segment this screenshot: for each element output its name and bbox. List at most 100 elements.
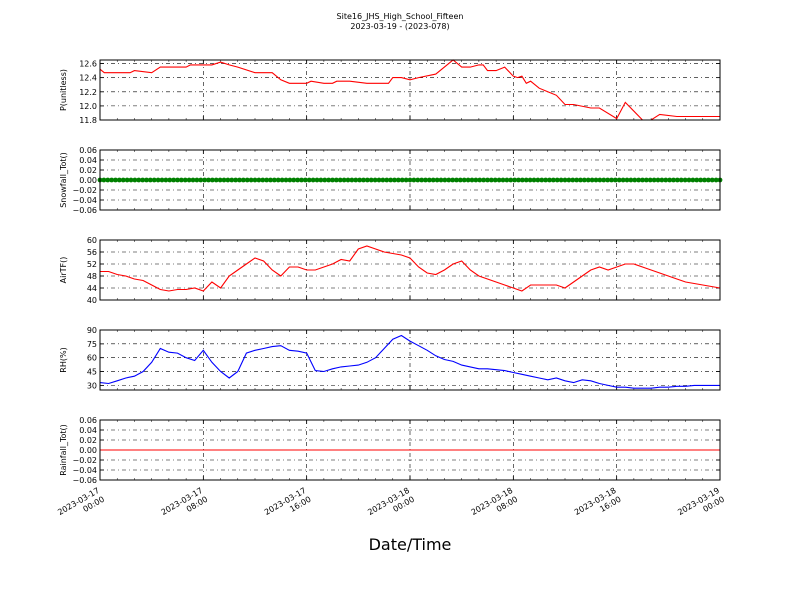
series-marker (116, 177, 122, 183)
y-axis-label: RH(%) (59, 347, 68, 372)
y-tick-label: 40 (87, 296, 97, 305)
series-marker (566, 177, 572, 183)
series-marker (109, 177, 115, 183)
series-marker (457, 177, 463, 183)
subplots: 11.812.012.212.412.6P(unitless)−0.06−0.0… (59, 59, 723, 485)
series-marker (461, 177, 467, 183)
y-tick-label: 52 (87, 260, 97, 269)
series-marker (283, 177, 289, 183)
series-line (100, 245, 721, 292)
series-marker (450, 177, 456, 183)
plot-frame (99, 239, 721, 301)
y-tick-label: 56 (87, 248, 97, 257)
y-tick-label: −0.02 (72, 456, 97, 465)
y-axis-label: P(unitless) (59, 69, 68, 111)
series-marker (523, 177, 529, 183)
x-tick-label: 2023-03-1700:00 (56, 486, 106, 526)
series-marker (446, 177, 452, 183)
series-marker (186, 177, 192, 183)
y-tick-label: −0.04 (72, 466, 97, 475)
series-marker (198, 177, 204, 183)
series-marker (667, 177, 673, 183)
series-marker (628, 177, 634, 183)
series-marker (713, 177, 719, 183)
series-line (99, 59, 720, 121)
series-marker (225, 177, 231, 183)
y-tick-label: 0.04 (79, 156, 97, 165)
series-marker (291, 177, 297, 183)
series-marker (705, 177, 711, 183)
series-marker (101, 177, 107, 183)
series-marker (299, 177, 304, 183)
series-marker (275, 177, 281, 183)
series-marker (113, 177, 118, 183)
series-marker (411, 177, 417, 183)
series-marker (593, 177, 599, 183)
series-marker (322, 177, 328, 183)
series-marker (678, 177, 684, 183)
series-marker (492, 177, 498, 183)
series-marker (206, 177, 211, 183)
series-marker (132, 177, 138, 183)
series-marker (229, 177, 235, 183)
series-marker (690, 177, 696, 183)
series-marker (612, 177, 618, 183)
series-marker (531, 177, 537, 183)
series-marker (632, 177, 638, 183)
series-marker (659, 177, 665, 183)
series-marker (426, 177, 432, 183)
series-marker (434, 177, 440, 183)
series-marker (682, 177, 688, 183)
series-marker (248, 177, 254, 183)
series-marker (504, 177, 510, 183)
x-tick-label: 2023-03-1800:00 (366, 486, 416, 526)
series-marker (256, 177, 262, 183)
series-marker (601, 177, 607, 183)
series-marker (209, 177, 215, 183)
series-marker (686, 177, 692, 183)
series-marker (589, 177, 595, 183)
y-tick-label: 12.6 (79, 60, 97, 69)
x-tick-label: 2023-03-1716:00 (263, 486, 313, 526)
plot-frame (99, 329, 721, 391)
series-marker (663, 177, 669, 183)
series-marker (124, 177, 130, 183)
series-marker (240, 177, 246, 183)
plot-frame (99, 59, 721, 121)
series-marker (702, 177, 707, 183)
series-marker (364, 177, 370, 183)
series-marker (151, 177, 157, 183)
series-marker (163, 177, 169, 183)
series-marker (585, 177, 591, 183)
y-tick-label: −0.06 (72, 476, 97, 485)
series-marker (605, 177, 611, 183)
series-marker (674, 177, 680, 183)
y-tick-label: 44 (87, 284, 97, 293)
series-marker (508, 177, 514, 183)
series-marker (376, 177, 382, 183)
y-tick-label: 0.00 (79, 176, 97, 185)
series-marker (337, 177, 343, 183)
y-tick-label: 90 (87, 326, 97, 335)
series-marker (120, 177, 126, 183)
series-marker (578, 177, 583, 183)
series-marker (144, 177, 149, 183)
series-marker (643, 177, 649, 183)
series-marker (547, 177, 552, 183)
series-marker (694, 177, 700, 183)
series-marker (554, 177, 560, 183)
series-marker (384, 177, 390, 183)
y-tick-label: 75 (87, 340, 97, 349)
series-marker (159, 177, 165, 183)
series-marker (516, 177, 521, 183)
series-marker (581, 177, 587, 183)
series-marker (260, 177, 266, 183)
series-marker (310, 177, 316, 183)
series-marker (671, 177, 676, 183)
series-marker (244, 177, 250, 183)
series-marker (527, 177, 533, 183)
series-marker (136, 177, 142, 183)
series-marker (574, 177, 580, 183)
series-marker (647, 177, 653, 183)
